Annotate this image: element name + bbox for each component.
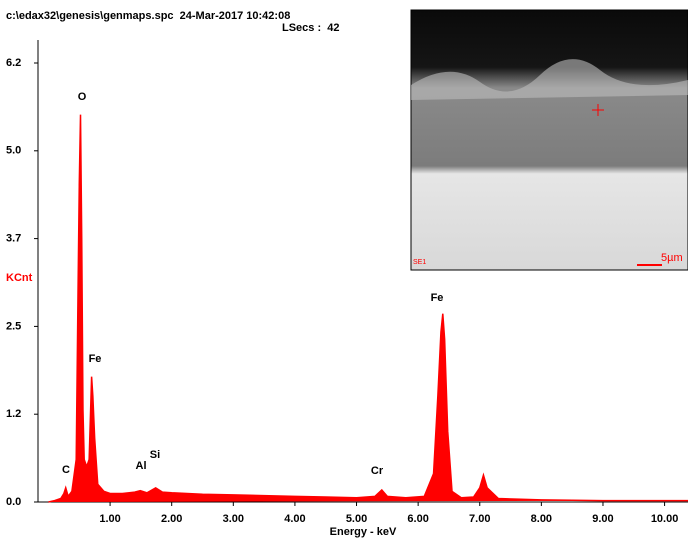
live-seconds: LSecs : 42 <box>282 22 339 34</box>
scale-label: 5µm <box>661 252 683 264</box>
peak-label: O <box>78 91 87 103</box>
peak-label: C <box>62 464 70 476</box>
x-tick-label: 2.00 <box>161 513 182 525</box>
x-tick-label: 9.00 <box>592 513 613 525</box>
y-tick-label: 5.0 <box>6 145 21 157</box>
y-tick-label: 0.0 <box>6 496 21 508</box>
y-tick-label: 2.5 <box>6 320 21 332</box>
peak-label: Al <box>136 460 147 472</box>
peak-label: Fe <box>431 292 444 304</box>
y-tick-label: 6.2 <box>6 57 21 69</box>
image-frame <box>410 9 688 271</box>
x-tick-label: 1.00 <box>99 513 120 525</box>
x-tick-label: 7.00 <box>469 513 490 525</box>
peak-label: Fe <box>89 353 102 365</box>
y-tick-label: 1.2 <box>6 408 21 420</box>
image-label: SE1 <box>413 259 426 266</box>
x-tick-label: 8.00 <box>531 513 552 525</box>
image-texture <box>411 59 688 100</box>
peak-label: Si <box>150 449 160 461</box>
x-tick-label: 5.00 <box>346 513 367 525</box>
x-tick-label: 10.00 <box>651 513 679 525</box>
peak-label: Cr <box>371 465 384 477</box>
spectrum <box>48 114 688 503</box>
x-axis-label: Energy - keV <box>330 526 397 538</box>
x-tick-label: 3.00 <box>223 513 244 525</box>
sem-image: 5µm SE1 <box>410 9 688 271</box>
y-tick-label: 3.7 <box>6 233 21 245</box>
file-info: c:\edax32\genesis\genmaps.spc 24-Mar-201… <box>6 10 290 22</box>
y-axis-label: KCnt <box>6 272 33 284</box>
x-tick-label: 6.00 <box>407 513 428 525</box>
x-tick-label: 4.00 <box>284 513 305 525</box>
